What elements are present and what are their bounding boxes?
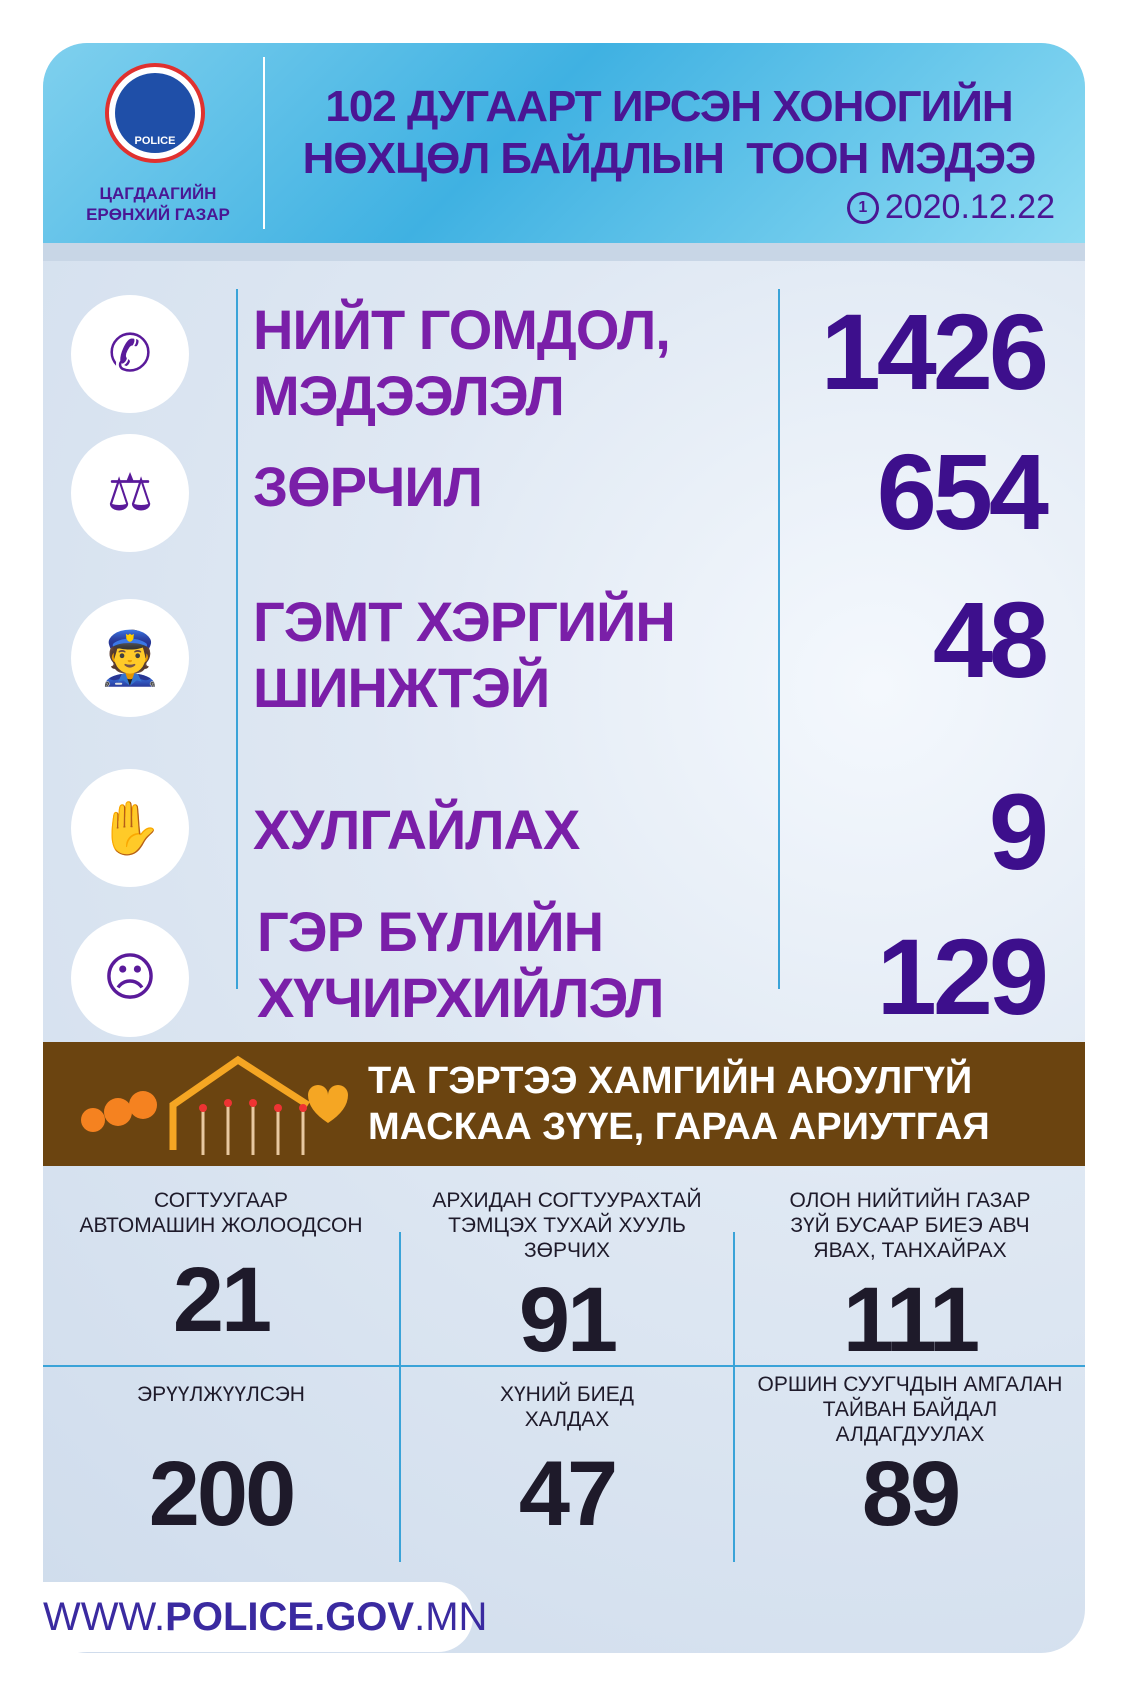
title-line-1: 102 ДУГААРТ ИРСЭН ХОНОГИЙН — [325, 82, 1013, 131]
cell-label-line: ЗӨРЧИХ — [523, 1239, 611, 1262]
police-logo: POLICE — [105, 63, 205, 163]
grid-cell: ОЛОН НИЙТИЙН ГАЗАР ЗҮЙ БУСААР БИЕЭ АВЧ ЯВА… — [735, 1188, 1085, 1371]
cell-value: 91 — [518, 1269, 618, 1371]
report-date: 1 2020.12.22 — [846, 188, 1055, 227]
stat-label: ГЭМТ ХЭРГИЙН ШИНЖТЭЙ — [253, 589, 676, 721]
stat-label-line: ГЭР БҮЛИЙН — [257, 900, 604, 963]
grid-divider — [399, 1232, 401, 1562]
safety-banner: ТА ГЭРТЭЭ ХАМГИЙН АЮУЛГҮЙ МАСКАА ЗҮҮЕ, ГА… — [43, 1042, 1085, 1166]
1-day-clock-icon: 1 — [846, 191, 879, 224]
url-prefix: WWW. — [43, 1594, 166, 1639]
cell-label-line: ТАЙВАН БАЙДАЛ — [822, 1398, 998, 1421]
stat-label: ГЭР БҮЛИЙН ХҮЧИРХИЙЛЭЛ — [257, 899, 664, 1031]
stat-label: ЗӨРЧИЛ — [253, 455, 483, 518]
main-stats: ✆ НИЙТ ГОМДОЛ, МЭДЭЭЛЭЛ 1426 ⚖ ЗӨРЧИЛ 654… — [43, 259, 1085, 1039]
phone-24h-icon: ✆ — [71, 295, 189, 413]
grid-cell: АРХИДАН СОГТУУРАХТАЙ ТЭМЦЭХ ТУХАЙ ХУУЛЬ ЗӨ… — [401, 1188, 733, 1371]
cell-label: ХҮНИЙ БИЕД ХАЛДАХ — [401, 1382, 733, 1432]
house-matches-icon — [81, 1055, 348, 1155]
stat-value: 1426 — [820, 291, 1049, 412]
cell-label-line: ЭРҮҮЛЖҮҮЛСЭН — [137, 1383, 305, 1406]
stat-label-line: ГЭМТ ХЭРГИЙН — [253, 590, 676, 653]
header-separator — [43, 243, 1085, 261]
stat-value: 48 — [932, 579, 1049, 700]
stat-value: 129 — [876, 916, 1049, 1037]
theft-hand-icon: ✋ — [71, 769, 189, 887]
cell-label-line: ЯВАХ, ТАНХАЙРАХ — [813, 1239, 1007, 1262]
cell-value: 47 — [518, 1443, 618, 1545]
cell-value: 89 — [861, 1443, 961, 1545]
stats-grid: СОГТУУГААР АВТОМАШИН ЖОЛООДСОН 21 АРХИДАН… — [43, 1172, 1085, 1562]
banner-line-1: ТА ГЭРТЭЭ ХАМГИЙН АЮУЛГҮЙ — [368, 1060, 973, 1102]
cell-value: 111 — [842, 1269, 980, 1371]
stats-divider-left — [236, 289, 238, 989]
stat-value: 9 — [988, 771, 1049, 892]
grid-divider — [733, 1232, 735, 1562]
org-line-2: ЕРӨНХИЙ ГАЗАР — [86, 205, 230, 224]
grid-cell: ОРШИН СУУГЧДЫН АМГАЛАН ТАЙВАН БАЙДАЛ АЛДАГ… — [735, 1372, 1085, 1557]
cell-label: ЭРҮҮЛЖҮҮЛСЭН — [43, 1382, 399, 1407]
banner-line-2: МАСКАА ЗҮҮЕ, ГАРАА АРИУТГАЯ — [368, 1106, 990, 1148]
page-title: 102 ДУГААРТ ИРСЭН ХОНОГИЙН НӨХЦӨЛ БАЙДЛЫН… — [273, 81, 1065, 185]
grid-cell: ЭРҮҮЛЖҮҮЛСЭН 200 — [43, 1382, 399, 1557]
domestic-violence-icon: ☹ — [71, 919, 189, 1037]
website-link[interactable]: WWW. POLICE.GOV .MN — [43, 1582, 487, 1652]
cell-label-line: СОГТУУГААР — [154, 1189, 288, 1212]
stats-divider-right — [778, 289, 780, 989]
date-text: 2020.12.22 — [884, 188, 1055, 226]
cell-label-line: ОЛОН НИЙТИЙН ГАЗАР — [789, 1189, 1031, 1212]
stat-label: ХУЛГАЙЛАХ — [253, 798, 580, 861]
stat-label-line: НИЙТ ГОМДОЛ, — [253, 298, 671, 361]
cell-label-line: ХҮНИЙ БИЕД — [500, 1383, 634, 1406]
cell-label-line: АЛДАГДУУЛАХ — [835, 1423, 985, 1446]
cell-label-line: ЗҮЙ БУСААР БИЕЭ АВЧ — [790, 1214, 1030, 1237]
org-line-1: ЦАГДААГИЙН — [99, 184, 217, 203]
cell-label-line: ХАЛДАХ — [524, 1408, 610, 1431]
banner-text: ТА ГЭРТЭЭ ХАМГИЙН АЮУЛГҮЙ МАСКАА ЗҮҮЕ, ГА… — [368, 1058, 990, 1150]
url-suffix: .MN — [414, 1594, 488, 1639]
stat-label-line: ШИНЖТЭЙ — [253, 656, 550, 719]
cell-label: ОРШИН СУУГЧДЫН АМГАЛАН ТАЙВАН БАЙДАЛ АЛДАГ… — [735, 1372, 1085, 1447]
police-emblem-icon: POLICE — [115, 73, 195, 153]
cell-label: ОЛОН НИЙТИЙН ГАЗАР ЗҮЙ БУСААР БИЕЭ АВЧ ЯВА… — [735, 1188, 1085, 1263]
cell-label-line: ОРШИН СУУГЧДЫН АМГАЛАН — [757, 1373, 1063, 1396]
cell-value: 21 — [172, 1249, 272, 1351]
cell-value: 200 — [148, 1443, 297, 1545]
title-line-2: НӨХЦӨЛ БАЙДЛЫН ТООН МЭДЭЭ — [302, 134, 1037, 183]
gavel-book-icon: ⚖ — [71, 434, 189, 552]
cell-label-line: ТЭМЦЭХ ТУХАЙ ХУУЛЬ — [448, 1214, 686, 1237]
stat-value: 654 — [876, 431, 1049, 552]
stat-label: НИЙТ ГОМДОЛ, МЭДЭЭЛЭЛ — [253, 297, 671, 429]
cell-label: АРХИДАН СОГТУУРАХТАЙ ТЭМЦЭХ ТУХАЙ ХУУЛЬ ЗӨ… — [401, 1188, 733, 1263]
cell-label-line: АРХИДАН СОГТУУРАХТАЙ — [432, 1189, 702, 1212]
grid-cell: ХҮНИЙ БИЕД ХАЛДАХ 47 — [401, 1382, 733, 1557]
cell-label-line: АВТОМАШИН ЖОЛООДСОН — [79, 1214, 363, 1237]
header: POLICE ЦАГДААГИЙН ЕРӨНХИЙ ГАЗАР 102 ДУГАА… — [43, 43, 1085, 243]
grid-cell: СОГТУУГААР АВТОМАШИН ЖОЛООДСОН 21 — [43, 1188, 399, 1363]
stat-label-line: МЭДЭЭЛЭЛ — [253, 364, 565, 427]
header-divider — [263, 57, 265, 229]
cell-label: СОГТУУГААР АВТОМАШИН ЖОЛООДСОН — [43, 1188, 399, 1238]
url-main: POLICE.GOV — [165, 1594, 415, 1639]
organization-name: ЦАГДААГИЙН ЕРӨНХИЙ ГАЗАР — [63, 183, 253, 225]
stat-label-line: ХҮЧИРХИЙЛЭЛ — [257, 966, 664, 1029]
police-arrest-icon: 👮 — [71, 599, 189, 717]
infographic-card: POLICE ЦАГДААГИЙН ЕРӨНХИЙ ГАЗАР 102 ДУГАА… — [43, 43, 1085, 1653]
grid-divider — [43, 1365, 1085, 1367]
